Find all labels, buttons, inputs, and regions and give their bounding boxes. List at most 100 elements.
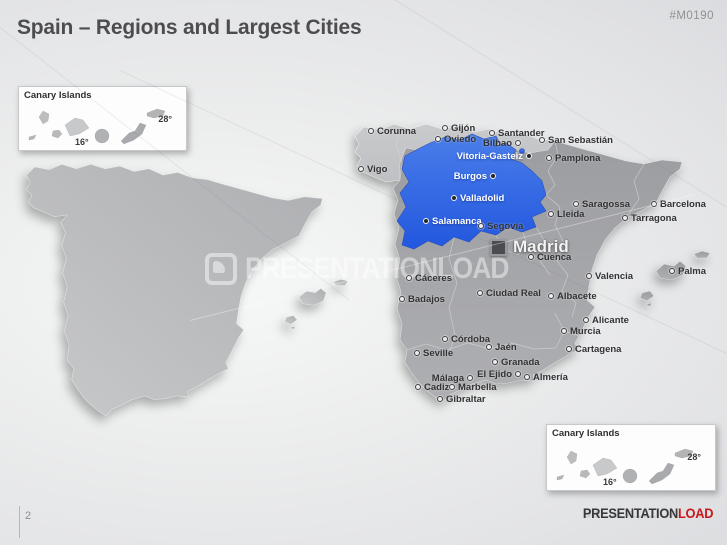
city-label: Bilbao <box>482 137 512 149</box>
city-label: Córdoba <box>451 333 491 345</box>
city-marker-palma: Palma <box>669 265 709 277</box>
page-number: 2 <box>25 510 32 522</box>
city-dot-icon <box>477 290 483 296</box>
el-hierro-island <box>28 134 37 141</box>
city-marker-badajos: Badajos <box>399 293 448 305</box>
formentera-island <box>645 302 653 308</box>
city-marker-valencia: Valencia <box>586 270 636 282</box>
city-marker-oviedo: Oviedo <box>435 133 479 145</box>
city-marker-burgos: Burgos <box>451 170 496 182</box>
city-dot-icon <box>492 359 498 365</box>
city-dot-icon <box>442 336 448 342</box>
city-label: Cadiz <box>424 381 450 393</box>
city-marker-salamanca: Salamanca <box>423 215 485 227</box>
regions-mainland <box>354 123 683 403</box>
city-dot-icon <box>406 275 412 281</box>
city-marker-c-ceres: Cáceres <box>406 272 455 284</box>
gran-canaria-island <box>622 468 638 484</box>
city-label: Vitoria-Gasteiz <box>456 150 523 162</box>
template-id: #M0190 <box>669 10 714 22</box>
latitude-28-label: 28° <box>687 452 701 462</box>
city-label: Murcia <box>570 325 601 337</box>
city-label: Albacete <box>557 290 597 302</box>
city-label: Tarragona <box>631 212 677 224</box>
city-marker-gibraltar: Gibraltar <box>437 393 489 405</box>
brand-black: PRESENTATION <box>582 506 678 521</box>
highlighted-region-exclave <box>519 148 525 154</box>
watermark-line <box>189 194 695 321</box>
city-dot-icon <box>415 384 421 390</box>
city-label: Almería <box>533 371 568 383</box>
city-label: Valencia <box>595 270 634 282</box>
latitude-16-label: 16° <box>75 137 89 147</box>
city-label: Palma <box>678 265 706 277</box>
city-label: Alicante <box>592 314 629 326</box>
page-title: Spain – Regions and Largest Cities <box>17 16 362 39</box>
silhouette-menorca-island <box>332 278 349 286</box>
city-marker-vitoria-gasteiz: Vitoria-Gasteiz <box>454 150 532 162</box>
mallorca-island <box>655 260 687 281</box>
city-marker-santander: Santander <box>489 127 547 139</box>
city-marker-segovia: Segovia <box>478 220 526 232</box>
city-dot-icon <box>449 384 455 390</box>
city-dot-icon <box>566 346 572 352</box>
city-marker-cartagena: Cartagena <box>566 343 624 355</box>
tenerife-island <box>64 117 90 137</box>
city-marker-c-rdoba: Córdoba <box>442 333 493 345</box>
city-marker-el-ejido: El Ejido <box>474 368 521 380</box>
brand-logo: PRESENTATIONLOAD <box>582 506 714 521</box>
city-marker-ciudad-real: Ciudad Real <box>477 287 544 299</box>
brand-red: LOAD <box>677 506 713 521</box>
la-gomera-island <box>51 129 63 139</box>
city-dot-icon <box>539 137 545 143</box>
city-marker-cadiz: Cadiz <box>415 381 452 393</box>
city-dot-icon <box>651 201 657 207</box>
city-dot-icon <box>548 293 554 299</box>
city-marker-barcelona: Barcelona <box>651 198 709 210</box>
city-label: Badajos <box>408 293 445 305</box>
city-dot-icon <box>435 136 441 142</box>
watermark-text: PRESENTATIONLOAD <box>245 252 509 285</box>
silhouette-mallorca-island <box>298 287 327 306</box>
city-dot-icon <box>437 396 443 402</box>
fuerteventura-island <box>120 122 147 145</box>
city-dot-icon <box>546 155 552 161</box>
city-dot-icon <box>486 344 492 350</box>
city-dot-icon <box>622 215 628 221</box>
watermark-line <box>379 0 727 309</box>
city-dot-icon <box>561 328 567 334</box>
capital-marker-madrid: Madrid <box>490 237 569 257</box>
city-label: Santander <box>498 127 545 139</box>
menorca-island <box>693 250 711 259</box>
canary-islands-inset-top: Canary Islands 28° 16° <box>18 86 187 151</box>
city-label: Oviedo <box>444 133 477 145</box>
city-marker-albacete: Albacete <box>548 290 600 302</box>
city-marker-seville: Seville <box>414 347 456 359</box>
city-marker-murcia: Murcia <box>561 325 604 337</box>
canary-islands-map <box>28 108 166 145</box>
city-marker-alicante: Alicante <box>583 314 632 326</box>
city-label: Salamanca <box>432 215 482 227</box>
city-label: Lleida <box>557 208 585 220</box>
city-dot-icon <box>442 125 448 131</box>
city-label: Vigo <box>367 163 388 175</box>
highlighted-region <box>396 133 547 250</box>
capital-label: Madrid <box>513 237 569 256</box>
footer-divider <box>19 506 20 538</box>
spain-silhouette-map <box>26 163 349 417</box>
city-label: Gijón <box>451 122 476 134</box>
city-label: Valladolid <box>460 192 505 204</box>
north-regions <box>354 123 556 183</box>
gran-canaria-island <box>94 128 110 144</box>
la-palma-island <box>38 110 50 125</box>
city-dot-icon <box>489 130 495 136</box>
city-label: Segovia <box>487 220 524 232</box>
city-marker-saragossa: Saragossa <box>573 198 633 210</box>
city-dot-icon <box>414 350 420 356</box>
city-label: El Ejido <box>477 368 512 380</box>
city-label: Marbella <box>458 381 497 393</box>
la-palma-island <box>566 450 578 465</box>
ibiza-island <box>639 290 655 302</box>
city-dot-icon <box>515 371 521 377</box>
